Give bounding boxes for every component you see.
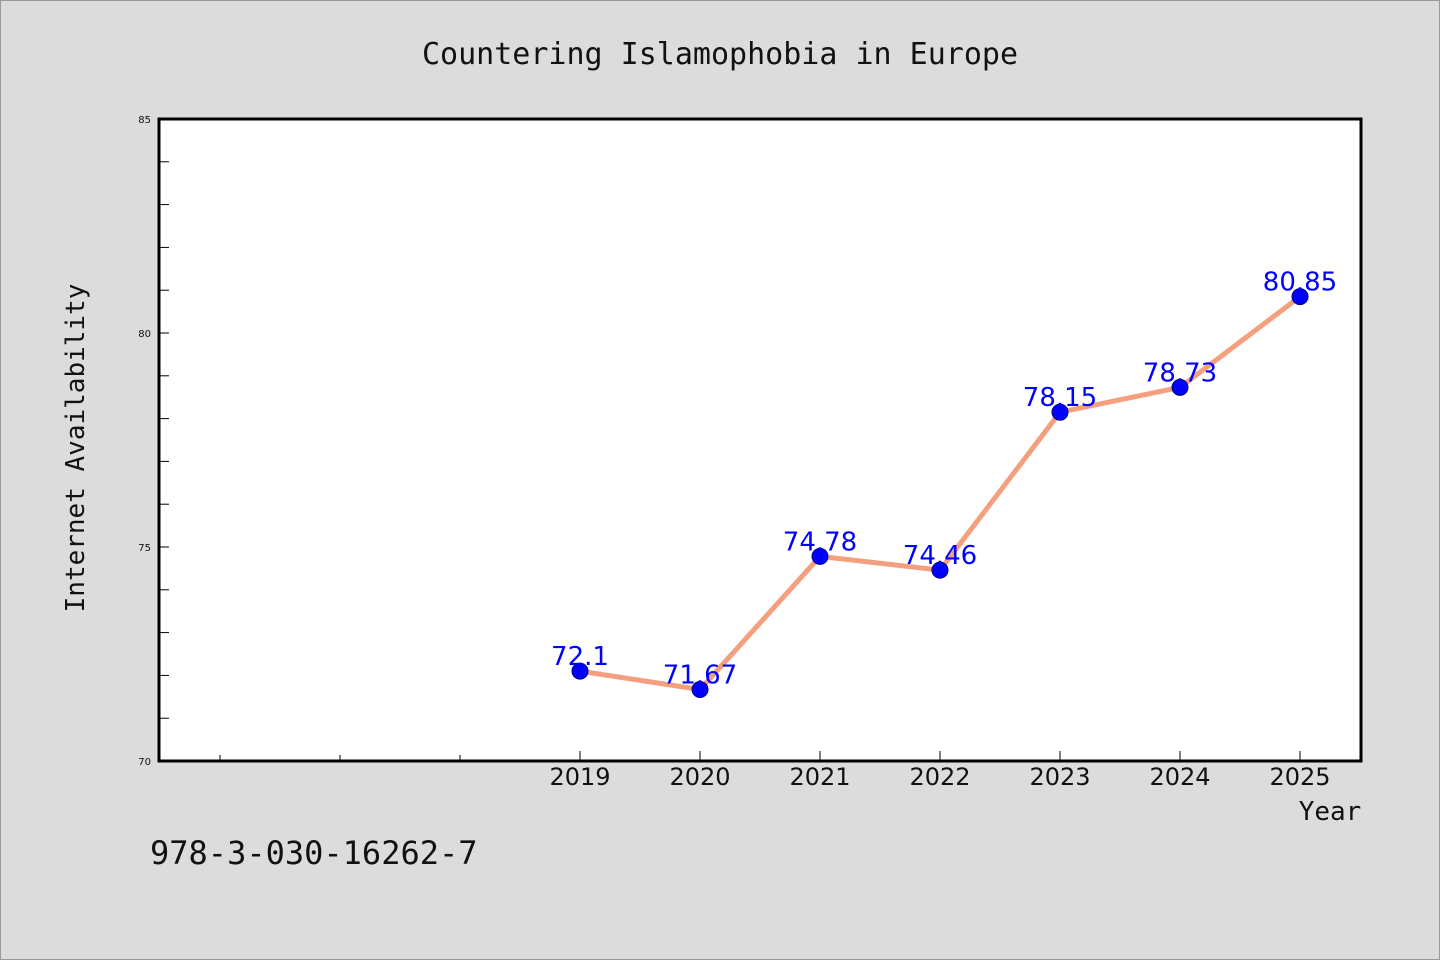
series-line-group: 72.1 71.67 74.78 74.46 78.15 78.73 80.85 [551, 268, 1337, 699]
data-point [1291, 288, 1309, 306]
x-axis: 2019 2020 2021 2022 2023 2024 2025 [219, 751, 1331, 791]
x-tick-label: 2024 [1149, 763, 1210, 791]
data-point [931, 561, 949, 579]
plot-area [157, 117, 1363, 763]
data-label: 72.1 [551, 642, 609, 672]
data-label: 74.78 [783, 527, 857, 557]
y-tick-label: 80 [138, 329, 151, 340]
data-label: 80.85 [1263, 268, 1337, 298]
data-point [811, 547, 829, 565]
x-tick-label: 2020 [669, 763, 730, 791]
x-tick-label: 2022 [909, 763, 970, 791]
data-label: 78.15 [1023, 383, 1097, 413]
x-tick-label: 2019 [549, 763, 610, 791]
data-point [1171, 378, 1189, 396]
y-axis: 70 75 80 85 [138, 115, 169, 768]
y-tick-label: 75 [138, 543, 151, 554]
data-point [571, 662, 589, 680]
chart-title: Countering Islamophobia in Europe [422, 37, 1018, 72]
y-tick-label: 70 [138, 757, 151, 768]
data-point [1051, 403, 1069, 421]
isbn-text: 978-3-030-16262-7 [150, 834, 478, 872]
data-label: 74.46 [903, 541, 977, 571]
data-point [691, 681, 709, 699]
x-axis-label: Year [1299, 797, 1362, 827]
y-tick-label: 85 [138, 115, 151, 126]
x-tick-label: 2021 [789, 763, 850, 791]
data-label: 78.73 [1143, 358, 1217, 388]
data-label: 71.67 [663, 661, 737, 691]
x-tick-label: 2025 [1269, 763, 1330, 791]
y-axis-label: Internet Availability [61, 284, 91, 613]
x-tick-label: 2023 [1029, 763, 1090, 791]
